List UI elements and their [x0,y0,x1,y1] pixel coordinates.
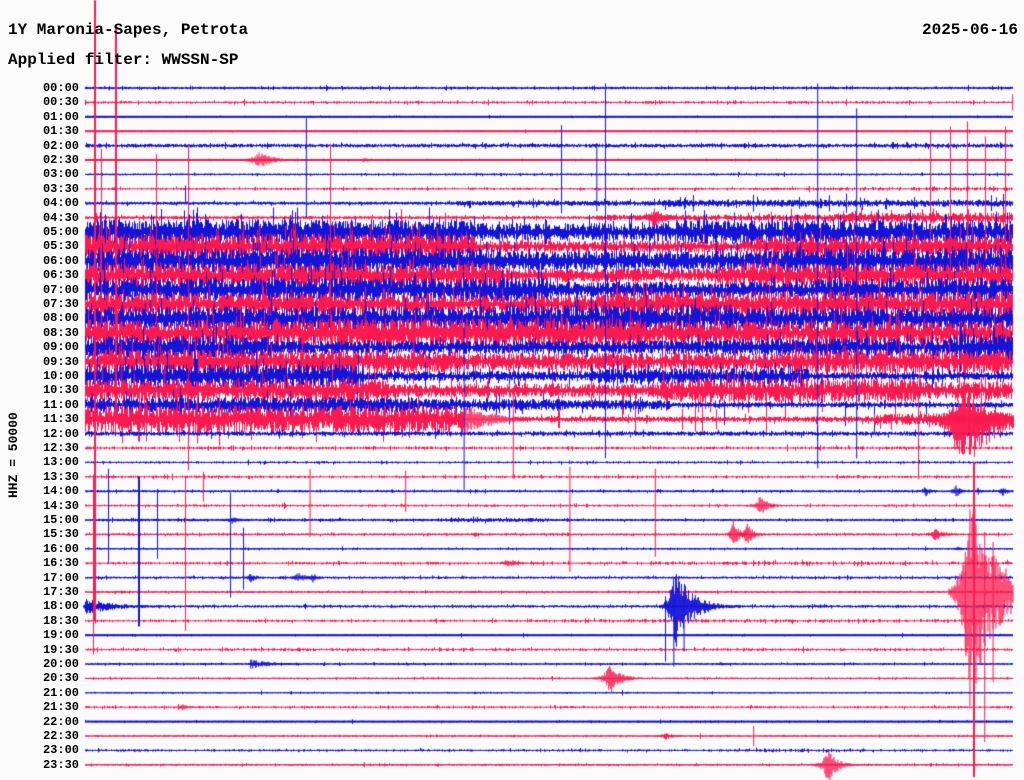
time-label: 23:30 [42,757,79,772]
time-label: 15:00 [42,513,79,527]
time-label: 07:00 [42,282,79,297]
time-label: 18:30 [42,613,79,628]
time-label: 23:00 [42,743,79,758]
time-label: 15:30 [42,527,79,542]
plot-date: 2025-06-16 [921,21,1018,39]
station-title: 1Y Maronia-Sapes, Petrota [8,21,249,39]
time-label: 03:30 [42,181,79,196]
time-label: 14:30 [42,498,79,513]
time-label: 13:00 [42,455,79,470]
time-label: 06:30 [42,268,79,283]
time-label: 14:00 [42,484,79,499]
time-label: 09:00 [42,340,79,355]
time-label: 13:30 [42,469,79,484]
time-label: 21:00 [42,685,79,700]
time-label: 00:00 [42,81,79,95]
time-label: 20:00 [42,657,79,671]
time-label: 01:30 [42,124,79,139]
time-label: 08:30 [42,325,79,340]
time-label: 08:00 [42,311,79,326]
time-label: 19:00 [42,628,79,643]
time-label: 12:00 [42,426,79,441]
time-label: 16:30 [42,556,79,571]
applied-filter-label: Applied filter: WWSSN-SP [8,51,239,69]
time-label: 05:30 [42,239,79,254]
time-label: 04:00 [42,196,79,211]
time-label: 02:30 [42,153,79,167]
time-label: 01:00 [42,109,79,124]
time-label: 11:30 [42,412,79,427]
time-label: 16:00 [42,541,79,556]
time-label: 10:30 [42,383,79,398]
time-label: 00:30 [42,95,79,110]
time-label: 09:30 [42,354,79,369]
time-label: 21:30 [42,700,79,715]
time-label: 06:00 [42,253,79,268]
time-label: 05:00 [42,225,79,239]
time-label: 17:30 [42,585,79,599]
time-label: 20:30 [42,671,79,686]
time-label: 04:30 [42,210,79,225]
time-label: 07:30 [42,297,79,311]
time-label: 19:30 [42,642,79,657]
time-label: 17:00 [42,570,79,585]
time-label: 03:00 [42,167,79,182]
time-label: 12:30 [42,441,79,455]
time-label: 10:00 [42,369,79,383]
time-label: 22:00 [42,714,79,729]
time-label: 11:00 [42,397,79,412]
time-label: 02:00 [42,138,79,153]
time-label: 22:30 [42,729,79,743]
time-label: 18:00 [42,599,79,614]
